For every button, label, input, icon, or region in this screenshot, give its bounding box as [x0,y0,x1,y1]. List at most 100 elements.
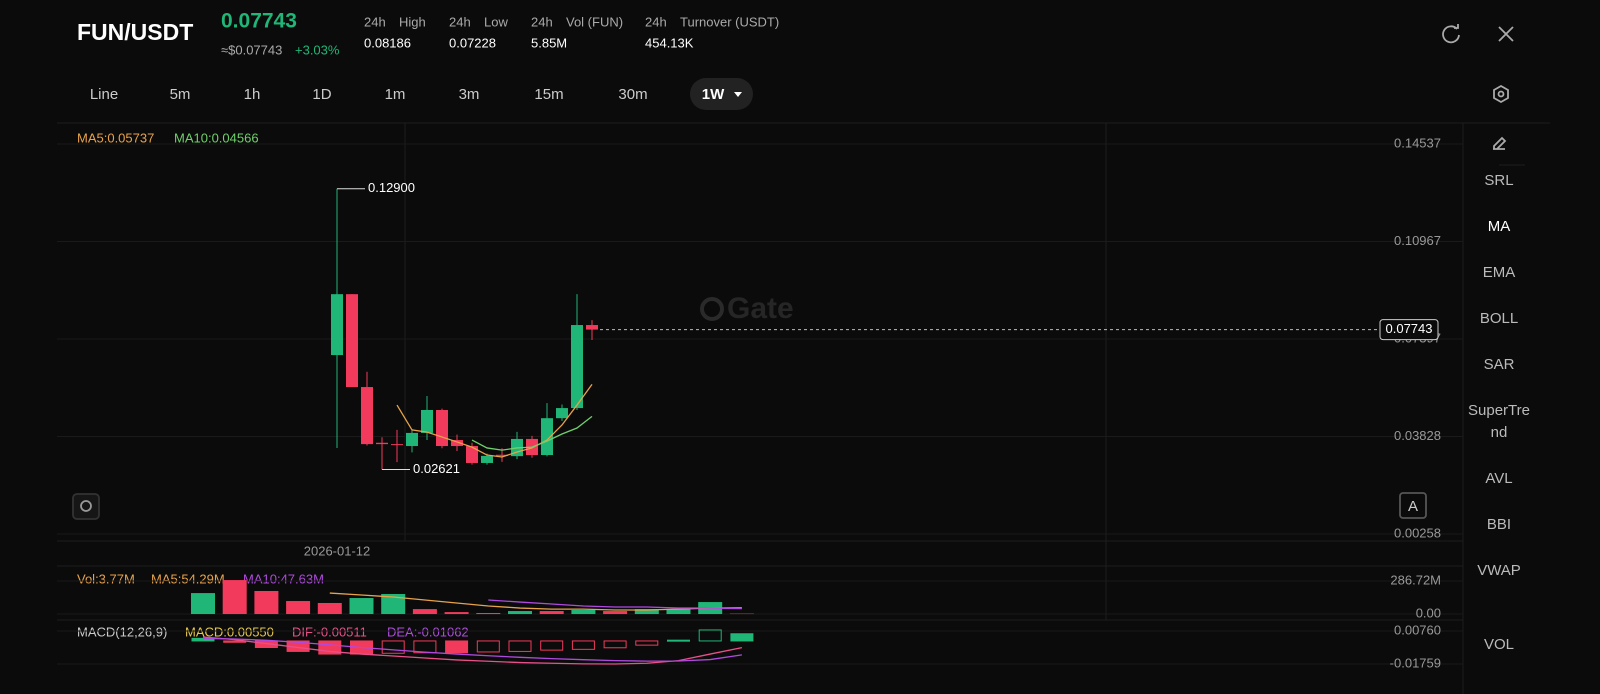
candle-body [331,294,343,356]
y-tick-label: 0.00258 [1394,525,1441,540]
x-tick-label: 2026-01-12 [304,543,371,558]
settings-icon[interactable] [1493,84,1509,104]
stat-period: 24h [449,14,471,29]
indicator[interactable]: EMA [1482,264,1516,281]
macd-bar [571,640,595,650]
dif-line [202,636,743,665]
interval[interactable]: Line [90,86,118,103]
interval[interactable]: 3m [459,86,480,103]
watermark-logo [700,297,724,321]
auto-button[interactable] [1399,492,1427,519]
volume-bar [571,610,596,615]
indicator[interactable]: MA [1487,218,1511,235]
stat-value: 0.07228 [449,35,496,50]
stat-value: 5.85M [531,35,567,50]
indicator[interactable]: BBI [1486,516,1512,533]
macd-bar [476,640,500,653]
indicator[interactable]: SAR [1483,356,1515,373]
low-label: 0.02621 [413,461,460,476]
ma10-line [471,415,593,451]
auto-label: A [1408,498,1418,515]
volume-bar [222,580,247,615]
stat-label: Vol (FUN) [566,14,623,29]
macd-bar [635,640,659,646]
indicator[interactable]: AVL [1485,470,1513,487]
y-tick-label: 0.14537 [1394,135,1441,150]
stat-label: High [399,14,426,29]
candle-body [586,325,598,330]
y-tick-label: 0.10967 [1394,233,1441,248]
indicator[interactable]: VOL [1483,636,1514,653]
macd-bar [381,640,405,654]
volume-bar [412,609,437,615]
indicator[interactable]: SRL [1484,172,1514,189]
stat-period: 24h [531,14,553,29]
volume-bar [508,611,532,615]
interval[interactable]: 5m [170,86,191,103]
macd-bar [603,640,627,649]
draw-icon[interactable] [1493,136,1507,150]
dea-line [202,637,742,662]
volume-bar [666,609,691,615]
price-box-label: 0.07743 [1386,321,1433,336]
interval[interactable]: 1W [702,86,725,103]
y-tick-label: -0.01759 [1390,655,1441,670]
candle-body [436,409,448,447]
indicator[interactable]: SuperTrend [1468,402,1530,441]
volume-bar [603,611,628,615]
indicator[interactable]: VWAP [1477,562,1521,579]
volume-bar [286,601,311,615]
volume-bar [317,602,342,615]
vol-ma5-legend: MA5:54.29M [151,571,225,586]
candle-body [391,444,403,446]
stat-period: 24h [645,14,667,29]
interval[interactable]: 1D [312,86,331,103]
vol-ma5-line [329,592,742,611]
stat-period: 24h [364,14,386,29]
candle-body [361,387,373,445]
candle-body [376,442,388,445]
macd-bar [730,633,754,642]
change: +3.03% [295,42,340,57]
y-tick-label: 0.03828 [1394,428,1441,443]
interval[interactable]: 15m [534,86,563,103]
vol-ma10-legend: MA10:47.63M [243,571,324,586]
interval[interactable]: 1m [385,86,406,103]
stat-label: Low [484,14,508,29]
refresh-icon[interactable] [1442,24,1460,44]
candle-body [556,408,568,419]
volume-bar [254,591,279,615]
macd-bar [413,640,437,654]
macd-legend: MACD:0.00550 [185,624,274,639]
interval[interactable]: 30m [618,86,647,103]
dea-legend: DEA:-0.01062 [387,624,469,639]
macd-bar [667,639,690,642]
tool-button[interactable] [72,493,100,520]
icons [72,24,1514,520]
y-tick-label: 286.72M [1390,572,1441,587]
macd-bar [698,629,722,642]
indicator[interactable]: BOLL [1479,310,1519,327]
volume-bar [634,609,659,615]
price-usd: ≈$0.07743 [221,42,282,57]
volume-bar [349,598,374,615]
close-icon[interactable] [1498,26,1514,42]
volume-bar [476,613,501,615]
indicator-list: SRL MA EMA BOLL SAR SuperTrend AVL BBI VWAP VOL [1464,170,1534,680]
macd-name: MACD(12,26,9) [77,624,167,639]
candle-body [466,446,478,463]
volume-bar [444,612,469,615]
ma5-line [396,384,593,458]
price-box [1379,319,1439,341]
pair: FUN/USDT [77,19,193,45]
ma5-legend: MA5:0.05737 [77,130,154,145]
ma10-legend: MA10:0.04566 [174,130,259,145]
high-label: 0.12900 [368,180,415,195]
volume-bar [381,594,406,615]
candle-body [406,432,418,447]
interval[interactable]: 1h [244,86,261,103]
macd-bar [508,640,532,652]
candle-body [571,325,583,409]
